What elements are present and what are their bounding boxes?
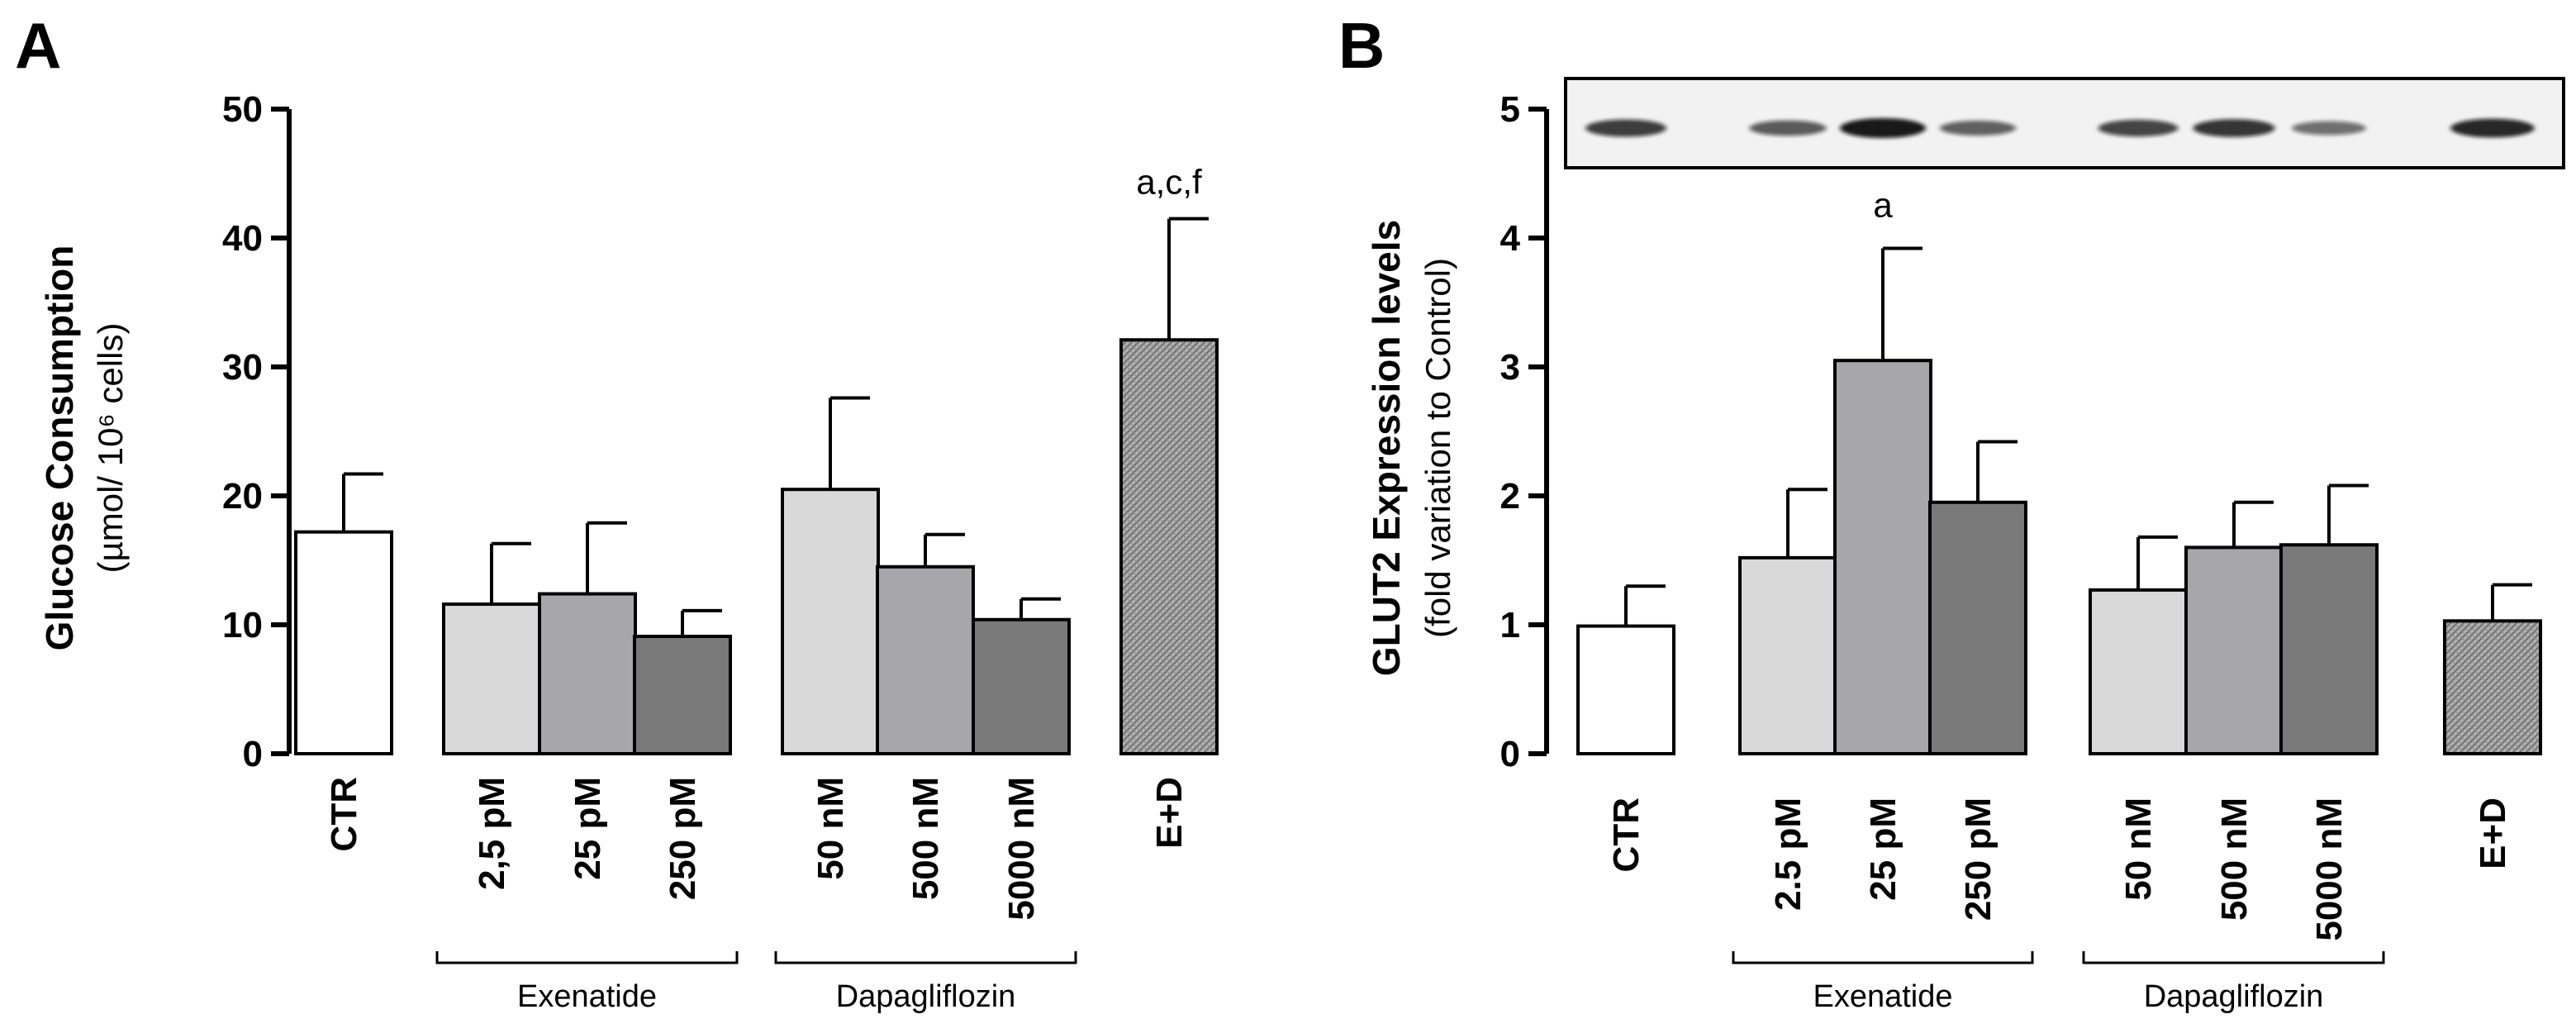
bar-b-3 xyxy=(1833,359,1932,755)
y-tick-label-a-5: 50 xyxy=(222,89,263,130)
bar-a-4 xyxy=(633,635,732,755)
panel-b-chart: 0 1 2 3 4 5 GLUT2 Expression levels (fold varia… xyxy=(1365,77,2565,1014)
bar-b-1 xyxy=(1576,624,1675,755)
group-label-a-2: Dapagliflozin xyxy=(836,979,1016,1014)
y-tick-label-b-3: 3 xyxy=(1500,347,1520,388)
blot-band-7 xyxy=(2292,121,2366,136)
bar-b-8 xyxy=(2443,619,2542,755)
y-tick-label-a-1: 10 xyxy=(222,605,263,645)
category-label-a-6: 500 nM xyxy=(905,777,946,900)
bar-b-7 xyxy=(2279,543,2379,756)
bar-b-2 xyxy=(1738,555,1837,755)
y-tick-label-b-4: 4 xyxy=(1500,218,1521,259)
category-label-a-2: 2,5 pM xyxy=(472,777,512,890)
blot-band-6 xyxy=(2193,119,2275,137)
y-tick-label-a-0: 0 xyxy=(243,734,263,774)
category-label-a-5: 50 nM xyxy=(810,777,851,880)
significance-label-a-8: a,c,f xyxy=(1136,163,1202,202)
category-label-b-1: CTR xyxy=(1606,798,1647,872)
bar-a-8 xyxy=(1119,338,1219,755)
western-blot-frame xyxy=(1564,77,2565,169)
bar-b-6 xyxy=(2184,545,2284,756)
bar-a-2 xyxy=(442,602,541,755)
blot-band-2 xyxy=(1749,120,1827,136)
category-label-a-8: E+D xyxy=(1149,777,1190,849)
group-label-a-1: Exenatide xyxy=(517,979,657,1014)
category-label-a-1: CTR xyxy=(324,777,364,851)
category-label-b-6: 500 nM xyxy=(2214,798,2255,921)
panel-a-chart: 0 10 20 30 40 50 Glucose Consumption (µmol/ 10⁶… xyxy=(38,89,1219,1014)
panel-letter-a: A xyxy=(15,9,61,82)
category-label-b-3: 25 pM xyxy=(1863,798,1903,901)
category-label-a-3: 25 pM xyxy=(568,777,608,880)
bar-b-5 xyxy=(2089,588,2188,755)
group-bracket-b-1 xyxy=(1732,951,2034,964)
bar-a-1 xyxy=(294,530,393,755)
bar-a-3 xyxy=(538,592,637,755)
blot-band-5 xyxy=(2098,119,2179,137)
group-label-b-1: Exenatide xyxy=(1813,979,1952,1014)
bar-a-7 xyxy=(972,617,1071,756)
y-tick-label-a-3: 30 xyxy=(222,347,263,388)
y-tick-label-a-2: 20 xyxy=(222,476,263,517)
y-tick-label-b-2: 2 xyxy=(1500,476,1520,517)
category-label-b-4: 250 pM xyxy=(1958,798,1999,921)
y-axis-title-a: Glucose Consumption xyxy=(38,245,81,651)
blot-band-4 xyxy=(1940,121,2016,136)
y-axis-title-b: GLUT2 Expression levels xyxy=(1365,220,1408,676)
group-label-b-2: Dapagliflozin xyxy=(2144,979,2324,1014)
bar-a-6 xyxy=(876,564,975,755)
category-label-b-7: 5000 nM xyxy=(2309,798,2350,941)
y-axis-subtitle-b: (fold variation to Control) xyxy=(1419,258,1457,638)
y-tick-label-b-1: 1 xyxy=(1500,605,1520,645)
category-label-b-5: 50 nM xyxy=(2118,798,2159,901)
bar-a-5 xyxy=(781,488,880,755)
group-bracket-a-2 xyxy=(774,951,1077,964)
blot-band-1 xyxy=(1585,119,1666,137)
y-tick-label-b-5: 5 xyxy=(1500,89,1520,130)
category-label-b-2: 2.5 pM xyxy=(1768,798,1808,911)
blot-band-3 xyxy=(1840,118,1926,138)
significance-label-b-3: a xyxy=(1873,185,1893,224)
blot-band-8 xyxy=(2450,118,2535,138)
y-axis-subtitle-a: (µmol/ 10⁶ cells) xyxy=(91,323,130,574)
panel-letter-b: B xyxy=(1338,9,1385,82)
bar-b-4 xyxy=(1928,500,2027,755)
group-bracket-a-1 xyxy=(435,951,739,964)
y-tick-label-a-4: 40 xyxy=(222,218,263,259)
category-label-a-4: 250 pM xyxy=(663,777,703,900)
category-label-b-8: E+D xyxy=(2473,798,2513,869)
y-tick-label-b-0: 0 xyxy=(1500,734,1520,774)
group-bracket-b-2 xyxy=(2082,951,2385,964)
category-label-a-7: 5000 nM xyxy=(1001,777,1042,921)
